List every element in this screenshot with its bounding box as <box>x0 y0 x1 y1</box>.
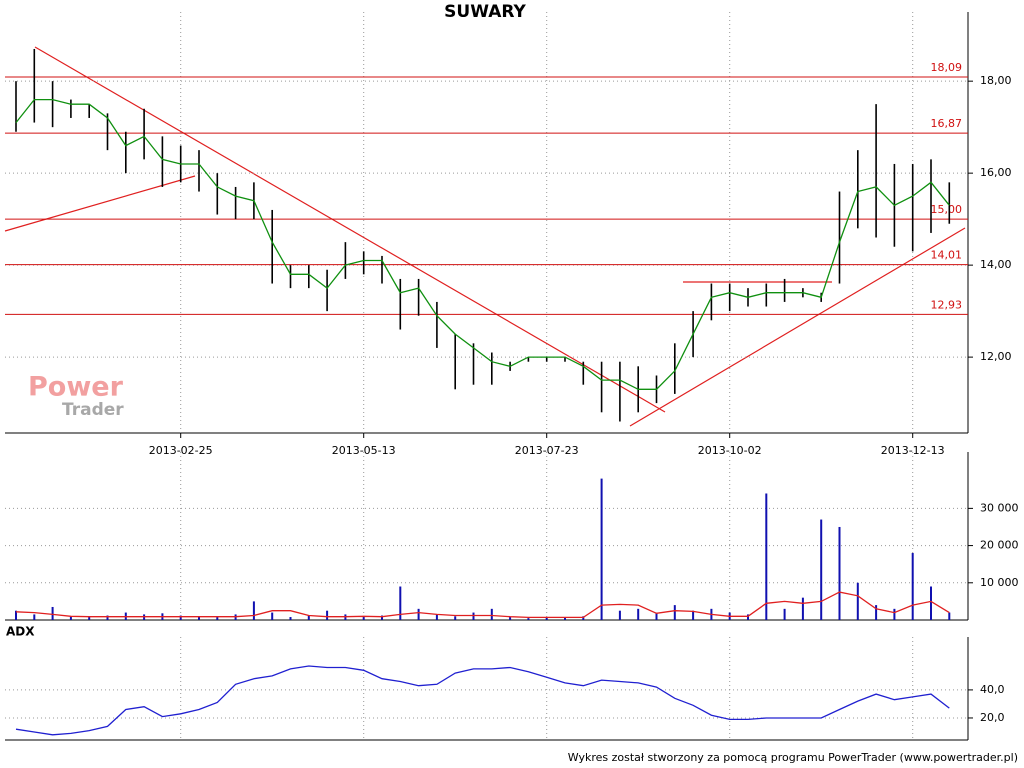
volume-bar <box>856 582 859 620</box>
volume-bar <box>88 617 91 620</box>
volume-bar <box>490 608 493 620</box>
volume-bar <box>417 608 420 620</box>
y-tick-label: 12,00 <box>980 350 1012 363</box>
logo-text: Power <box>28 372 124 403</box>
volume-bar <box>875 605 878 620</box>
level-label: 18,09 <box>931 61 963 74</box>
y-tick-label: 10 000 <box>980 576 1019 589</box>
y-tick-label: 18,00 <box>980 74 1012 87</box>
trend-lines <box>4 46 966 427</box>
volume-bar <box>307 615 310 620</box>
footer: Wykres został stworzony za pomocą progra… <box>568 751 1018 764</box>
volume-bar <box>69 616 72 620</box>
logo-text: Trader <box>62 400 124 420</box>
adx-line <box>15 665 950 736</box>
volume-bar <box>216 617 219 620</box>
volume-bar <box>582 616 585 620</box>
y-tick-label: 30 000 <box>980 501 1019 514</box>
trend-line <box>4 175 196 232</box>
volume-bar <box>289 617 292 620</box>
panel-title: ADX <box>6 625 35 639</box>
volume-bar <box>15 610 17 620</box>
volume-bar <box>564 617 566 620</box>
level-label: 16,87 <box>931 117 963 130</box>
volume-bar <box>362 616 365 620</box>
volume-bar <box>801 597 804 620</box>
volume-bar <box>326 610 329 620</box>
volume-bar <box>454 616 457 620</box>
volume-bar <box>33 614 36 620</box>
volume-bar <box>271 612 274 620</box>
volume-bar <box>179 615 182 620</box>
volume-bar <box>472 612 475 620</box>
volume-bar <box>637 608 640 620</box>
volume-bar <box>948 612 951 620</box>
y-tick-label: 20,0 <box>980 711 1005 724</box>
volume-bar <box>930 586 932 620</box>
volume-bar <box>600 478 603 620</box>
volume-bar <box>655 612 658 620</box>
volume-bar <box>692 610 695 620</box>
moving-average <box>15 98 950 390</box>
volume-bar <box>673 605 676 620</box>
volume-bar <box>838 526 841 620</box>
volume-bar <box>893 608 896 620</box>
volume-bar <box>252 601 255 620</box>
volume-bar <box>820 519 823 620</box>
volume-bar <box>198 616 200 620</box>
volume-bar <box>509 617 512 620</box>
volume-bar <box>106 615 109 620</box>
volume-bar <box>527 618 530 620</box>
y-tick-label: 16,00 <box>980 166 1012 179</box>
level-label: 12,93 <box>931 298 963 311</box>
y-tick-label: 14,00 <box>980 258 1012 271</box>
x-tick-label: 2013-05-13 <box>332 444 396 457</box>
volume-average <box>15 591 950 619</box>
trend-line <box>629 227 966 427</box>
x-tick-label: 2013-10-02 <box>698 444 762 457</box>
volume-bar <box>765 493 768 620</box>
x-tick-label: 2013-02-25 <box>149 444 213 457</box>
volume-bar <box>51 606 54 620</box>
level-label: 15,00 <box>931 203 963 216</box>
y-tick-label: 40,0 <box>980 683 1005 696</box>
volume-bar <box>747 614 749 620</box>
volume-bar <box>399 586 402 620</box>
volume-bar <box>618 610 621 620</box>
volume-bar <box>381 615 383 620</box>
volume-bar <box>435 614 438 620</box>
x-tick-label: 2013-12-13 <box>881 444 945 457</box>
volume-bar <box>783 608 786 620</box>
volume-bar <box>911 553 914 620</box>
chart-title: SUWARY <box>444 2 526 22</box>
volume-bar <box>545 617 548 620</box>
level-label: 14,01 <box>931 249 963 262</box>
y-tick-label: 20 000 <box>980 539 1019 552</box>
trend-line <box>34 46 666 413</box>
x-tick-label: 2013-07-23 <box>515 444 579 457</box>
